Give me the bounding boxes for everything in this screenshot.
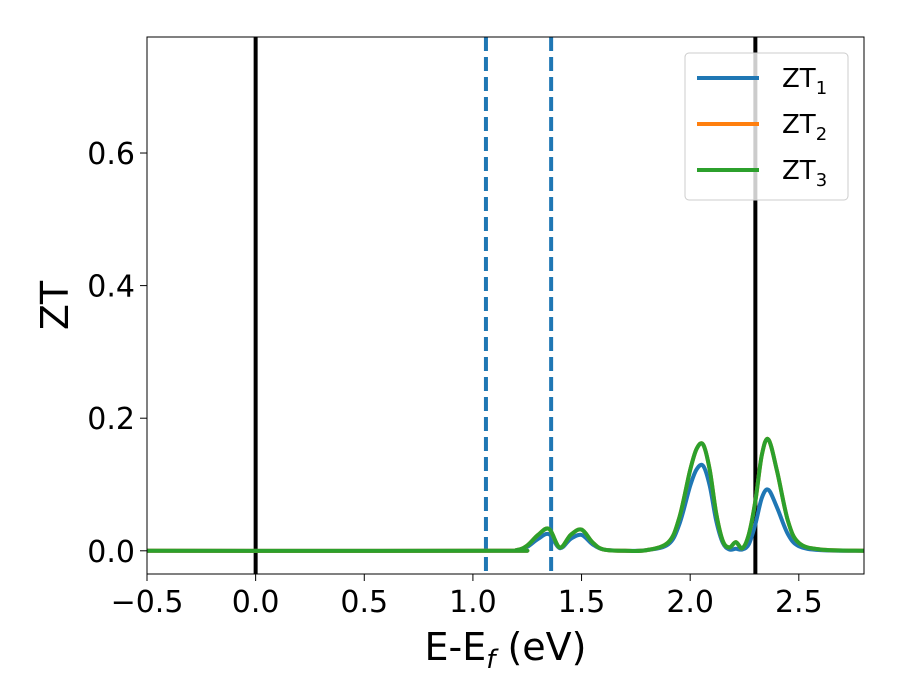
- y-tick-label: 0.0: [87, 535, 135, 570]
- vertical-reference-lines: [253, 37, 758, 574]
- x-tick-label: 1.0: [449, 585, 497, 620]
- legend-label-2: ZT2: [782, 110, 827, 145]
- y-tick-label: 0.2: [87, 402, 135, 437]
- y-tick-label: 0.4: [87, 270, 135, 305]
- series-line-3: [147, 436, 864, 554]
- x-tick-label: 1.5: [558, 585, 606, 620]
- x-tick-label: 2.5: [775, 585, 823, 620]
- series-line-1: [147, 462, 864, 553]
- legend-items: ZT1 ZT2 ZT3: [697, 64, 827, 191]
- y-axis-title: ZT: [33, 280, 77, 330]
- y-axis-ticks: 0.0 0.2 0.4 0.6: [87, 137, 147, 570]
- x-axis-title-main: E-E: [425, 625, 487, 669]
- legend-label-3: ZT3: [782, 156, 827, 191]
- x-tick-label: 0.5: [340, 585, 388, 620]
- x-axis-title-unit: (eV): [495, 625, 586, 669]
- x-axis-ticks: −0.5 0.0 0.5 1.0 1.5 2.0 2.5: [111, 574, 823, 620]
- x-tick-label: −0.5: [111, 585, 184, 620]
- legend-box: [684, 52, 849, 201]
- x-tick-label: 0.0: [232, 585, 280, 620]
- x-axis-title: E-Ef (eV): [425, 625, 587, 675]
- series-lines: [147, 436, 864, 554]
- y-tick-label: 0.6: [87, 137, 135, 172]
- plot-frame: [146, 36, 865, 575]
- x-tick-label: 2.0: [666, 585, 714, 620]
- legend-label-1: ZT1: [782, 64, 827, 99]
- legend: ZT1 ZT2 ZT3: [684, 52, 849, 201]
